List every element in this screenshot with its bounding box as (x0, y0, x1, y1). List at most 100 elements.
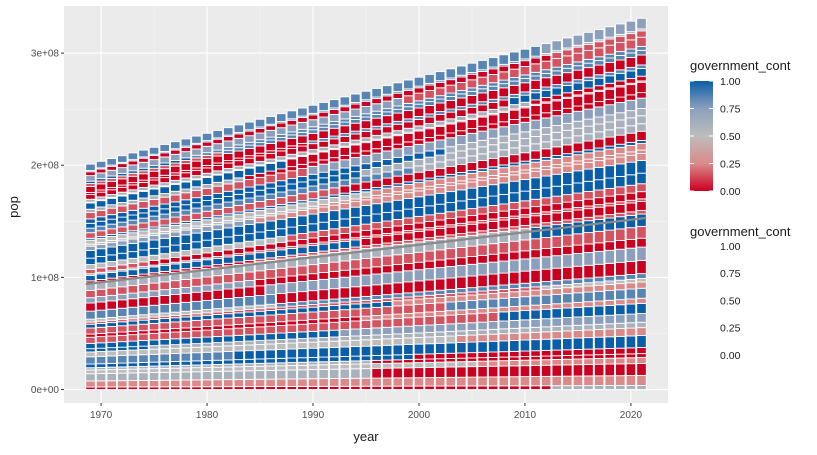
bar-segment (180, 330, 192, 339)
bar-segment (381, 85, 393, 95)
bar-segment (540, 355, 552, 361)
bar-segment (593, 74, 605, 79)
bar-segment (201, 195, 213, 202)
bar-segment (413, 87, 425, 94)
bar-segment (106, 204, 117, 209)
bar-segment (424, 353, 435, 360)
bar-segment (328, 346, 340, 358)
bar-segment (223, 183, 234, 192)
bar-segment (159, 233, 170, 239)
bar-segment (562, 165, 573, 174)
bar-segment (392, 326, 404, 335)
bar-segment (286, 324, 298, 333)
bar-segment (562, 337, 573, 351)
bar-segment (127, 243, 139, 253)
bar-segment (572, 170, 584, 184)
bar-segment (530, 206, 541, 214)
bar-segment (328, 298, 340, 304)
bar-segment (297, 135, 308, 144)
bar-segment (434, 148, 446, 156)
bar-segment (148, 247, 160, 256)
bar-segment (180, 278, 192, 288)
bar-segment (625, 247, 637, 262)
bar-segment (244, 280, 255, 288)
bar-segment (625, 99, 637, 112)
bar-segment (519, 179, 531, 192)
bar-segment (583, 354, 594, 360)
bar-segment (223, 206, 234, 215)
bar-segment (127, 257, 139, 264)
bar-segment (593, 375, 605, 387)
bar-segment (117, 205, 128, 213)
bar-segment (456, 335, 467, 343)
bar-segment (572, 34, 584, 46)
bar-segment (212, 203, 223, 210)
bar-segment (604, 363, 615, 377)
bar-segment (403, 262, 414, 272)
bar-segment (509, 180, 520, 194)
bar-segment (498, 356, 509, 362)
bar-segment (487, 98, 499, 103)
bar-segment (276, 127, 287, 135)
bar-segment (381, 132, 393, 138)
bar-segment (371, 148, 382, 154)
bar-segment (265, 309, 276, 316)
colorbar-ticks: 1.000.750.500.250.00 (690, 76, 741, 198)
bar-segment (604, 262, 615, 277)
bar-segment (498, 54, 509, 65)
bar-segment (212, 130, 223, 139)
bar-segment (424, 315, 435, 326)
bar-segment (498, 210, 509, 219)
bar-segment (625, 357, 637, 365)
bar-segment (551, 195, 562, 205)
bar-segment (625, 238, 637, 249)
bar-segment (445, 111, 456, 120)
bar-segment (127, 346, 139, 351)
bar-segment (223, 227, 234, 238)
bar-segment (615, 112, 626, 121)
bar-segment (434, 154, 446, 163)
bar-segment (403, 173, 414, 183)
bar-segment (371, 222, 382, 230)
bar-segment (466, 62, 478, 73)
bar-segment (106, 242, 117, 248)
bar-segment (445, 376, 456, 387)
bar-segment (593, 300, 605, 307)
bar-segment (265, 215, 276, 222)
bar-segment (413, 103, 425, 109)
bar-segment (604, 375, 615, 386)
bar-segment (498, 112, 509, 123)
bar-segment (572, 221, 584, 235)
bar-segment (339, 287, 351, 299)
bar-segment (509, 356, 520, 361)
bar-segment (117, 212, 128, 218)
bar-2019 (615, 23, 626, 390)
bar-segment (466, 360, 478, 368)
bar-segment (138, 201, 149, 209)
bar-segment (138, 305, 149, 316)
bar-segment (477, 233, 488, 246)
bar-segment (106, 294, 117, 302)
bar-segment (509, 140, 520, 149)
bar-segment (233, 272, 245, 283)
bar-segment (392, 112, 404, 122)
bar-segment (170, 149, 181, 155)
bar-segment (95, 243, 107, 250)
bar-segment (403, 208, 414, 219)
bar-1971 (106, 158, 117, 390)
x-tick-label: 2010 (514, 410, 537, 421)
bar-segment (509, 240, 520, 253)
bar-segment (328, 336, 340, 342)
bar-segment (180, 181, 192, 190)
bar-segment (466, 162, 478, 172)
bar-segment (307, 161, 319, 167)
bar-segment (593, 358, 605, 365)
bar-1989 (297, 107, 308, 390)
bar-segment (413, 325, 425, 334)
bar-segment (286, 275, 298, 284)
bar-segment (392, 385, 404, 390)
bar-segment (170, 201, 181, 208)
bar-1972 (117, 155, 128, 390)
bar-segment (170, 331, 181, 340)
bar-segment (297, 338, 308, 344)
